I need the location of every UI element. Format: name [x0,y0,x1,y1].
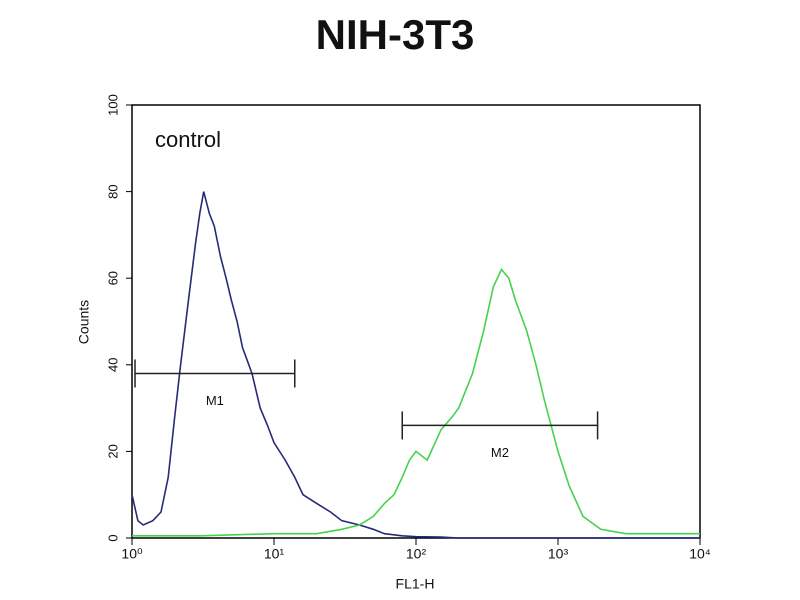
x-tick-label: 10⁴ [689,546,711,562]
y-axis-label: Counts [76,300,92,344]
y-tick-label: 40 [105,358,120,372]
annotation: control [155,127,221,152]
histogram-line [132,268,700,537]
y-tick-label: 60 [105,271,120,285]
marker-label: M1 [206,393,224,408]
x-tick-label: 10⁰ [121,546,143,562]
marker-label: M2 [491,445,509,460]
histogram-line [131,191,700,539]
x-tick-label: 10² [406,546,427,562]
y-tick-label: 80 [105,184,120,198]
y-tick-label: 20 [105,444,120,458]
x-tick-label: 10¹ [264,546,285,562]
y-tick-label: 100 [105,94,120,116]
x-axis-label: FL1-H [396,576,435,592]
y-tick-label: 0 [105,534,120,541]
chart-title: NIH-3T3 [316,11,475,58]
x-tick-label: 10³ [548,546,569,562]
